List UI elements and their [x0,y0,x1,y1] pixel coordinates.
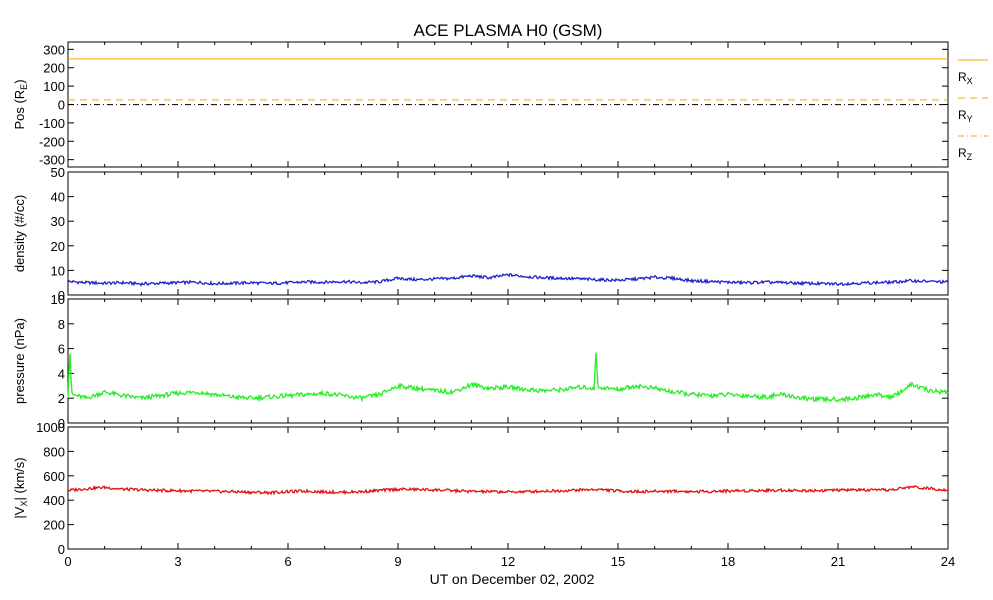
y-tick-label: 6 [58,342,65,357]
y-axis-label: pressure (nPa) [12,318,27,404]
y-tick-label: 300 [43,42,65,57]
y-tick-label: 8 [58,317,65,332]
y-tick-label: 10 [51,292,65,307]
series-line-density [67,273,949,287]
legend-label-x: RX [958,70,973,86]
x-tick-label: 15 [611,554,625,569]
x-tick-label: 18 [721,554,735,569]
y-tick-label: 40 [51,190,65,205]
x-axis-ticks: 0 3 6 9 12 15 18 21 24 [64,554,955,569]
y-tick-label: -100 [39,116,65,131]
y-tick-label: 200 [43,61,65,76]
y-tick-label: 400 [43,493,65,508]
y-tick-label: 50 [51,165,65,180]
legend: RX RY RZ [958,59,988,162]
x-tick-label: 3 [174,554,181,569]
x-tick-label: 0 [64,554,71,569]
series-line-pressure [67,352,949,404]
y-tick-label: 100 [43,79,65,94]
legend-label-y: RY [958,108,973,124]
y-tick-label: -300 [39,153,65,168]
y-tick-label: 20 [51,239,65,254]
y-tick-label: 1000 [36,420,65,435]
y-tick-label: 0 [58,98,65,113]
x-tick-label: 21 [831,554,845,569]
y-tick-label: 600 [43,469,65,484]
y-tick-label: 4 [58,366,65,381]
x-tick-label: 24 [941,554,955,569]
y-tick-label: 800 [43,444,65,459]
x-tick-label: 12 [501,554,515,569]
y-tick-label: 2 [58,391,65,406]
legend-label-z: RZ [958,146,973,162]
chart-title: ACE PLASMA H0 (GSM) [414,21,603,40]
panel-vx: 1000 800 600 400 200 0 |VX| (km/s) [12,420,949,557]
panel-frame [67,298,949,424]
y-tick-label: 0 [58,542,65,557]
y-tick-label: 10 [51,263,65,278]
x-axis-label: UT on December 02, 2002 [430,571,595,587]
x-tick-label: 9 [394,554,401,569]
y-tick-label: 30 [51,214,65,229]
y-tick-label: -200 [39,134,65,149]
y-axis-label: Pos (RE) [12,79,29,129]
y-tick-label: 0 [58,416,65,431]
x-tick-label: 6 [284,554,291,569]
y-tick-label: 0 [58,288,65,303]
series-line-vx [67,484,949,496]
panel-frame [67,171,949,296]
panel-pos: 300 200 100 0 -100 -200 -300 Pos (RE) [12,41,949,168]
panel-pressure: 10 8 6 4 2 0 pressure (nPa) [12,292,949,431]
y-axis-label: |VX| (km/s) [12,457,29,518]
y-axis-label: density (#/cc) [12,195,27,272]
panel-frame [67,426,949,550]
y-tick-label: 200 [43,518,65,533]
panel-density: 50 40 30 20 10 0 density (#/cc) [12,165,949,303]
